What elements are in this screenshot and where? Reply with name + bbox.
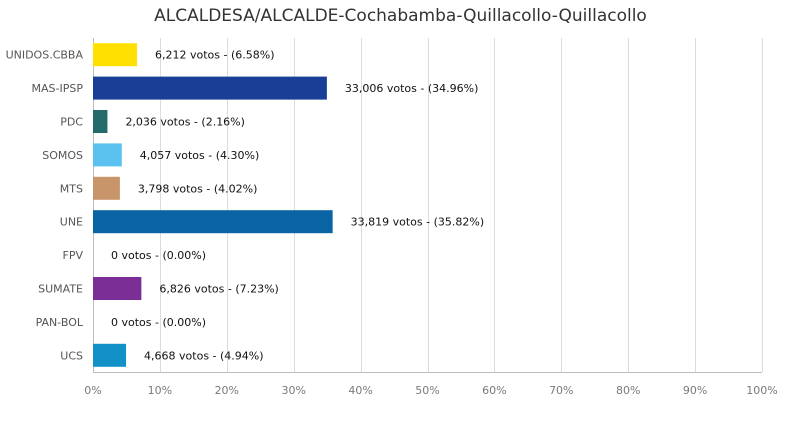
category-label: MTS <box>60 182 83 195</box>
data-label: 0 votos - (0.00%) <box>111 316 206 329</box>
x-tick-label: 10% <box>148 384 172 397</box>
category-label: UNIDOS.CBBA <box>6 49 84 62</box>
data-label: 3,798 votos - (4.02%) <box>138 182 258 195</box>
bar <box>93 343 127 367</box>
data-label: 33,819 votos - (35.82%) <box>351 216 485 229</box>
x-tick-label: 60% <box>482 384 506 397</box>
bar <box>93 176 120 200</box>
bar <box>93 110 108 133</box>
category-label: FPV <box>63 249 84 262</box>
category-label: MAS-IPSP <box>32 82 84 95</box>
data-label: 4,057 votos - (4.30%) <box>140 149 260 162</box>
category-label: SUMATE <box>38 283 83 296</box>
data-label: 33,006 votos - (34.96%) <box>345 82 479 95</box>
x-tick-label: 0% <box>84 384 101 397</box>
category-label: PDC <box>60 116 83 129</box>
bar <box>93 210 333 234</box>
category-label: PAN-BOL <box>36 316 84 329</box>
x-tick-label: 20% <box>215 384 239 397</box>
category-label: SOMOS <box>42 149 83 162</box>
bar <box>93 143 122 167</box>
x-tick-label: 40% <box>348 384 372 397</box>
data-label: 2,036 votos - (2.16%) <box>125 116 245 129</box>
data-label: 6,212 votos - (6.58%) <box>155 49 275 62</box>
data-label: 6,826 votos - (7.23%) <box>159 283 279 296</box>
data-label: 4,668 votos - (4.94%) <box>144 349 263 362</box>
x-tick-label: 70% <box>549 384 573 397</box>
bar <box>93 43 138 67</box>
x-tick-label: 80% <box>616 384 640 397</box>
x-tick-label: 90% <box>683 384 707 397</box>
bar <box>93 76 327 100</box>
bar <box>93 277 142 300</box>
chart-title: ALCALDESA/ALCALDE-Cochabamba-Quillacollo… <box>154 6 647 26</box>
category-label: UNE <box>60 216 83 229</box>
category-label: UCS <box>60 349 83 362</box>
x-tick-label: 50% <box>415 384 439 397</box>
data-label: 0 votos - (0.00%) <box>111 249 206 262</box>
x-tick-label: 100% <box>746 384 777 397</box>
x-tick-label: 30% <box>281 384 305 397</box>
